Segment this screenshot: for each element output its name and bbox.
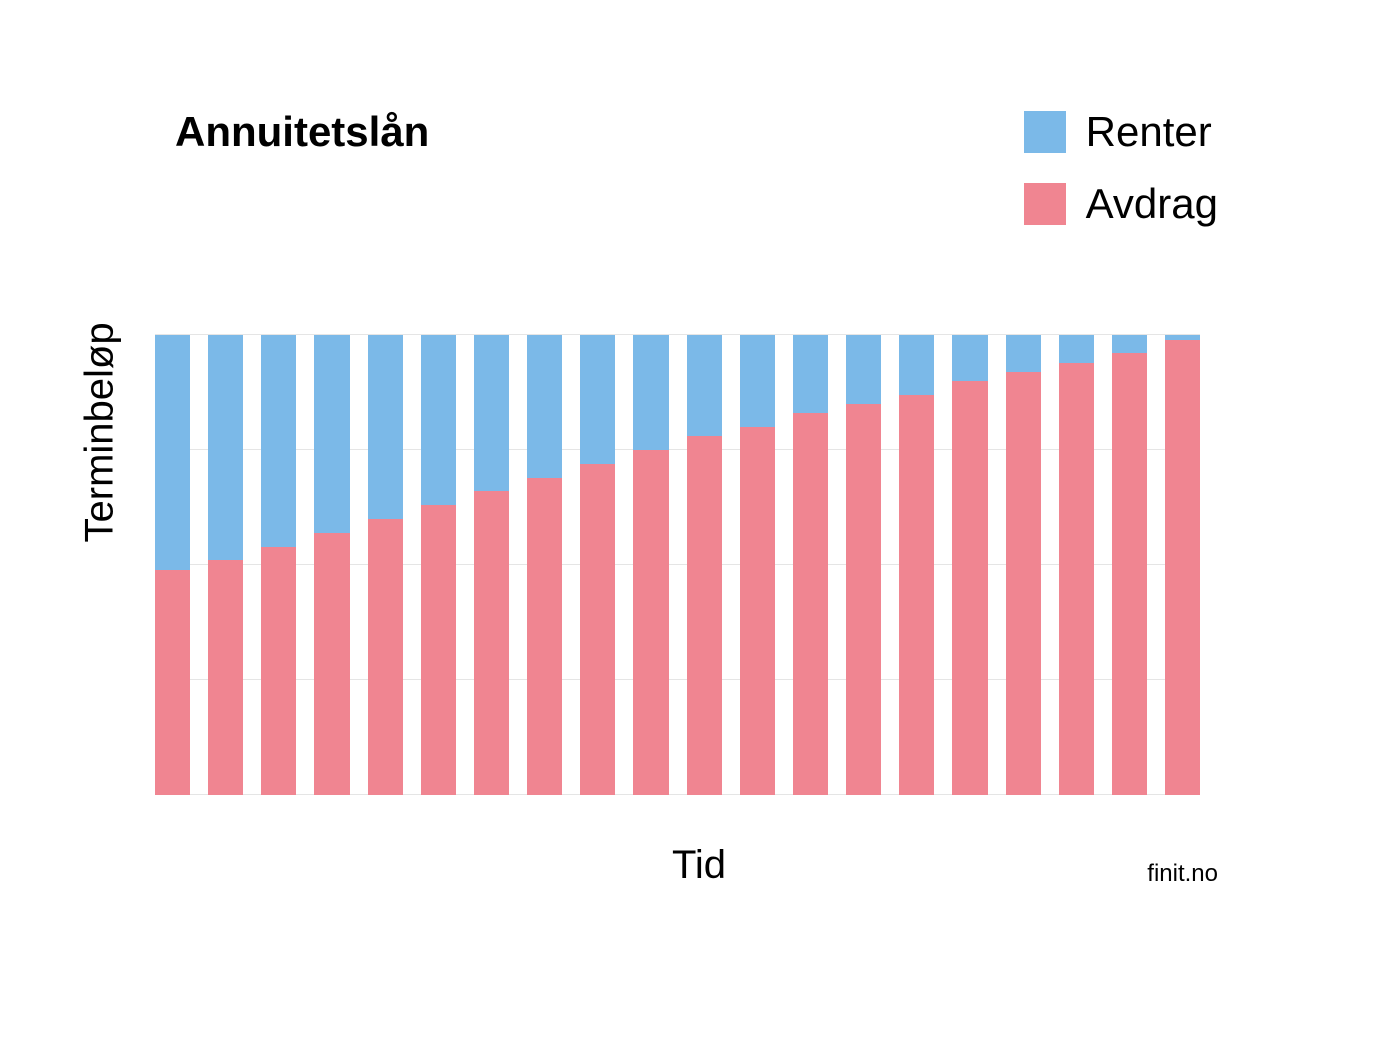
bar-segment-renter xyxy=(208,335,243,560)
bar-segment-renter xyxy=(1006,335,1041,372)
bar-segment-avdrag xyxy=(208,560,243,795)
chart-title: Annuitetslån xyxy=(175,108,429,156)
bar-segment-avdrag xyxy=(687,436,722,795)
bar-segment-renter xyxy=(952,335,987,381)
attribution: finit.no xyxy=(1147,860,1218,888)
bar xyxy=(474,335,509,795)
bar-segment-avdrag xyxy=(899,395,934,795)
bar-segment-avdrag xyxy=(1112,353,1147,795)
bar-segment-renter xyxy=(527,335,562,478)
bar-segment-renter xyxy=(740,335,775,427)
bar-segment-avdrag xyxy=(421,505,456,795)
bar-segment-avdrag xyxy=(952,381,987,795)
bar xyxy=(1165,335,1200,795)
bar-segment-avdrag xyxy=(155,570,190,795)
x-axis-label: Tid xyxy=(672,843,726,888)
bar xyxy=(261,335,296,795)
legend-label-renter: Renter xyxy=(1086,108,1212,156)
bar xyxy=(740,335,775,795)
legend-item-renter: Renter xyxy=(1024,108,1218,156)
bar xyxy=(580,335,615,795)
chart-area xyxy=(155,335,1200,795)
bar-segment-renter xyxy=(1112,335,1147,353)
bar-segment-renter xyxy=(1059,335,1094,363)
bar-segment-renter xyxy=(687,335,722,436)
bar-segment-renter xyxy=(261,335,296,547)
bar xyxy=(1112,335,1147,795)
bar-segment-renter xyxy=(368,335,403,519)
bar xyxy=(421,335,456,795)
bars-container xyxy=(155,335,1200,795)
bar-segment-avdrag xyxy=(846,404,881,795)
legend: Renter Avdrag xyxy=(1024,108,1218,228)
bar-segment-renter xyxy=(314,335,349,533)
bar-segment-renter xyxy=(846,335,881,404)
bar-segment-avdrag xyxy=(1006,372,1041,795)
bar xyxy=(368,335,403,795)
legend-label-avdrag: Avdrag xyxy=(1086,180,1218,228)
bar-segment-renter xyxy=(474,335,509,491)
bar xyxy=(633,335,668,795)
bar-segment-avdrag xyxy=(474,491,509,795)
bar-segment-avdrag xyxy=(740,427,775,795)
bar-segment-avdrag xyxy=(793,413,828,795)
bar-segment-avdrag xyxy=(368,519,403,795)
bar-segment-renter xyxy=(580,335,615,464)
bar xyxy=(952,335,987,795)
bar-segment-avdrag xyxy=(1165,340,1200,795)
bar-segment-avdrag xyxy=(314,533,349,795)
bar xyxy=(208,335,243,795)
bar xyxy=(527,335,562,795)
bar-segment-renter xyxy=(633,335,668,450)
bar-segment-avdrag xyxy=(261,547,296,795)
bar xyxy=(1059,335,1094,795)
bar-segment-avdrag xyxy=(580,464,615,795)
bar-segment-renter xyxy=(421,335,456,505)
bar-segment-avdrag xyxy=(633,450,668,795)
y-axis-label: Terminbeløp xyxy=(78,322,123,542)
bar xyxy=(155,335,190,795)
bar xyxy=(687,335,722,795)
bar xyxy=(1006,335,1041,795)
bar xyxy=(846,335,881,795)
bar-segment-renter xyxy=(899,335,934,395)
bar xyxy=(899,335,934,795)
legend-swatch-avdrag xyxy=(1024,183,1066,225)
bar-segment-avdrag xyxy=(1059,363,1094,795)
bar-segment-renter xyxy=(155,335,190,570)
bar xyxy=(793,335,828,795)
bar-segment-avdrag xyxy=(527,478,562,795)
legend-swatch-renter xyxy=(1024,111,1066,153)
bar xyxy=(314,335,349,795)
legend-item-avdrag: Avdrag xyxy=(1024,180,1218,228)
bar-segment-renter xyxy=(793,335,828,413)
